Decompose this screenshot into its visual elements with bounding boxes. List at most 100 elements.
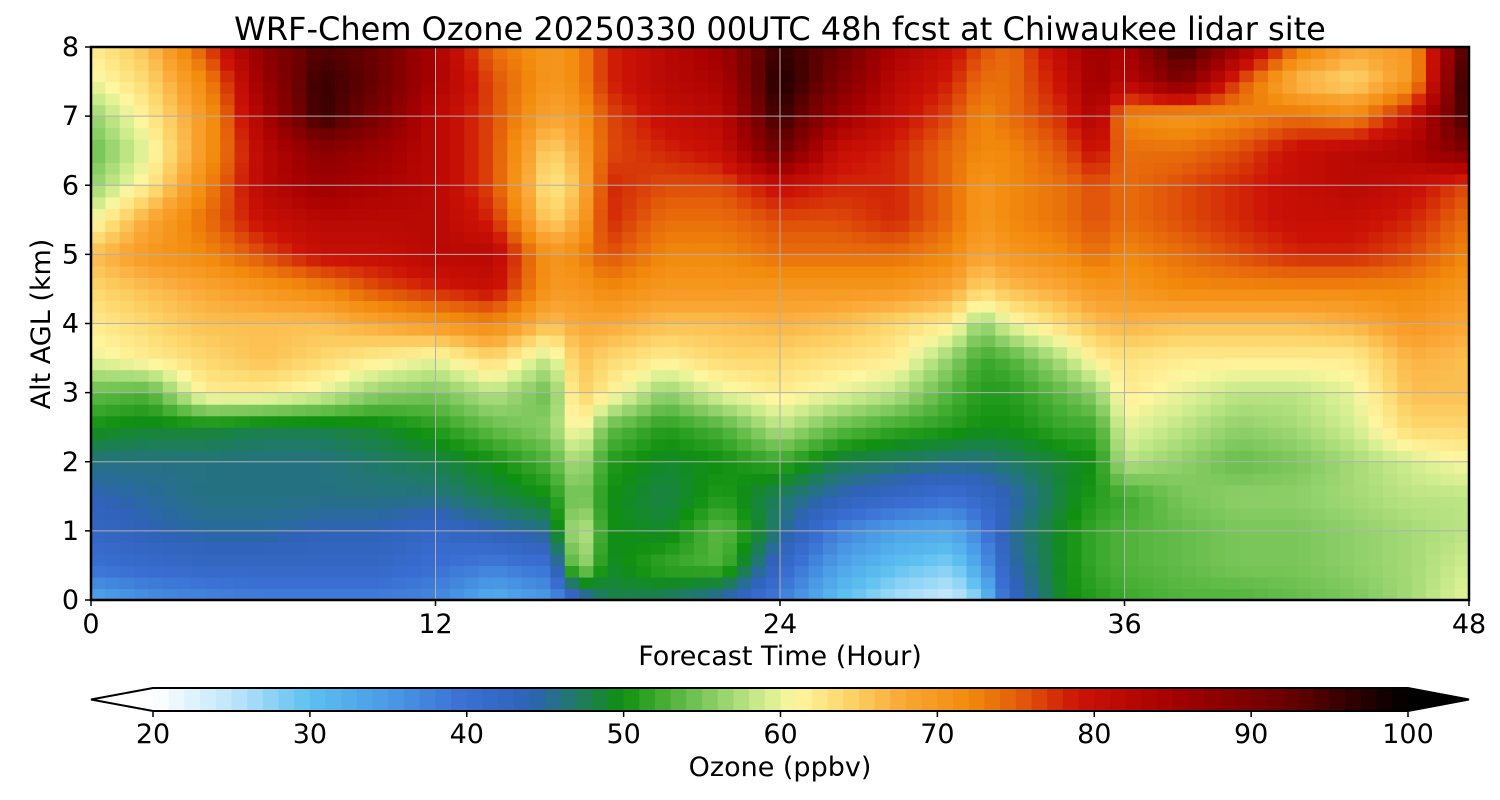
heatmap-cell bbox=[1325, 93, 1341, 106]
heatmap-cell bbox=[1253, 242, 1269, 255]
heatmap-cell bbox=[478, 58, 494, 71]
heatmap-cell bbox=[1067, 288, 1083, 302]
heatmap-cell bbox=[464, 576, 480, 590]
heatmap-cell bbox=[650, 461, 666, 474]
heatmap-cell bbox=[909, 369, 925, 382]
heatmap-cell bbox=[1397, 300, 1413, 313]
heatmap-cell bbox=[794, 461, 810, 474]
heatmap-cell bbox=[808, 300, 824, 313]
heatmap-cell bbox=[119, 47, 135, 60]
heatmap-cell bbox=[550, 311, 566, 325]
heatmap-cell bbox=[105, 358, 121, 371]
heatmap-cell bbox=[966, 219, 982, 232]
heatmap-cell bbox=[851, 346, 867, 359]
heatmap-cell bbox=[162, 139, 178, 152]
heatmap-cell bbox=[765, 81, 781, 94]
heatmap-cell bbox=[823, 530, 839, 543]
heatmap-cell bbox=[535, 392, 551, 405]
colorbar-band bbox=[1282, 688, 1299, 711]
heatmap-cell bbox=[277, 565, 293, 578]
heatmap-cell bbox=[851, 196, 867, 209]
heatmap-cell bbox=[1081, 404, 1097, 417]
heatmap-cell bbox=[335, 438, 350, 451]
heatmap-cell bbox=[980, 139, 996, 152]
heatmap-cell bbox=[1282, 139, 1298, 152]
heatmap-cell bbox=[162, 162, 178, 175]
heatmap-cell bbox=[1282, 473, 1298, 486]
heatmap-cell bbox=[1368, 542, 1384, 555]
heatmap-cell bbox=[1411, 219, 1427, 232]
heatmap-cell bbox=[579, 323, 594, 336]
heatmap-cell bbox=[866, 450, 882, 463]
heatmap-cell bbox=[636, 553, 652, 567]
heatmap-cell bbox=[1397, 461, 1413, 474]
heatmap-cell bbox=[349, 219, 365, 232]
heatmap-cell bbox=[607, 438, 623, 451]
heatmap-cell bbox=[191, 542, 207, 555]
heatmap-cell bbox=[1368, 565, 1384, 578]
heatmap-cell bbox=[923, 288, 939, 302]
heatmap-cell bbox=[579, 47, 594, 60]
heatmap-cell bbox=[823, 277, 839, 290]
heatmap-cell bbox=[464, 242, 480, 255]
heatmap-cell bbox=[291, 530, 307, 543]
heatmap-cell bbox=[1454, 196, 1470, 209]
heatmap-cell bbox=[91, 404, 106, 417]
heatmap-cell bbox=[263, 127, 279, 140]
heatmap-cell bbox=[909, 265, 925, 279]
heatmap-cell bbox=[363, 219, 379, 232]
heatmap-cell bbox=[1167, 576, 1183, 590]
heatmap-cell bbox=[564, 242, 580, 255]
heatmap-cell bbox=[134, 530, 150, 543]
heatmap-cell bbox=[866, 58, 882, 71]
heatmap-cell bbox=[1124, 542, 1140, 555]
heatmap-cell bbox=[751, 139, 767, 152]
heatmap-cell bbox=[780, 542, 795, 555]
heatmap-cell bbox=[535, 254, 551, 267]
heatmap-cell bbox=[392, 530, 408, 543]
heatmap-cell bbox=[794, 565, 810, 578]
heatmap-cell bbox=[1081, 553, 1097, 567]
heatmap-cell bbox=[1124, 553, 1140, 567]
heatmap-cell bbox=[234, 185, 250, 198]
heatmap-cell bbox=[1325, 185, 1341, 198]
heatmap-cell bbox=[248, 116, 264, 129]
heatmap-cell bbox=[1425, 242, 1441, 255]
heatmap-cell bbox=[1067, 427, 1083, 440]
heatmap-cell bbox=[966, 47, 982, 60]
heatmap-cell bbox=[449, 542, 465, 555]
heatmap-cell bbox=[1110, 47, 1126, 60]
heatmap-cell bbox=[1282, 427, 1298, 440]
heatmap-cell bbox=[478, 450, 494, 463]
heatmap-cell bbox=[952, 288, 968, 302]
heatmap-cell bbox=[464, 507, 480, 520]
heatmap-cell bbox=[464, 311, 480, 325]
heatmap-cell bbox=[507, 288, 523, 302]
heatmap-cell bbox=[708, 311, 724, 325]
heatmap-cell bbox=[291, 219, 307, 232]
heatmap-cell bbox=[1339, 415, 1355, 428]
heatmap-cell bbox=[349, 242, 365, 255]
heatmap-cell bbox=[1339, 381, 1355, 394]
heatmap-cell bbox=[449, 242, 465, 255]
heatmap-cell bbox=[205, 496, 221, 509]
heatmap-cell bbox=[808, 81, 824, 94]
heatmap-cell bbox=[607, 346, 623, 359]
heatmap-cell bbox=[550, 565, 566, 578]
heatmap-cell bbox=[105, 530, 121, 543]
heatmap-cell bbox=[1181, 231, 1197, 244]
heatmap-cell bbox=[291, 231, 307, 244]
heatmap-cell bbox=[263, 139, 279, 152]
heatmap-cell bbox=[780, 254, 795, 267]
heatmap-cell bbox=[320, 162, 336, 175]
heatmap-cell bbox=[679, 335, 695, 348]
heatmap-cell bbox=[909, 438, 925, 451]
heatmap-cell bbox=[277, 484, 293, 497]
heatmap-cell bbox=[464, 208, 480, 221]
heatmap-cell bbox=[722, 185, 738, 198]
heatmap-cell bbox=[1411, 369, 1427, 382]
heatmap-cell bbox=[134, 392, 150, 405]
heatmap-cell bbox=[980, 47, 996, 60]
heatmap-cell bbox=[248, 93, 264, 106]
heatmap-cell bbox=[1368, 588, 1384, 601]
